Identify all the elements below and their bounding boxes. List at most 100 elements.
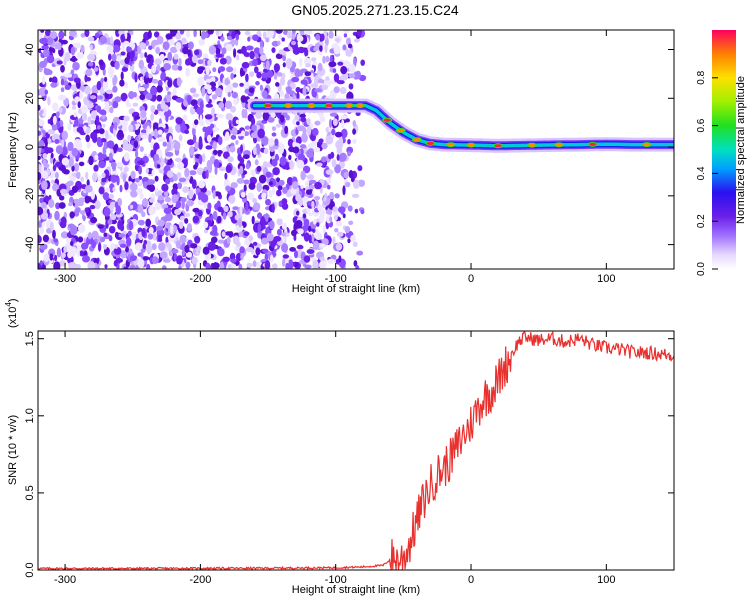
spectrogram-noise-cell — [229, 145, 236, 153]
spectrogram-noise-cell — [314, 181, 322, 190]
spectrogram-noise-cell — [312, 61, 318, 66]
spectrogram-noise-cell — [338, 206, 346, 214]
spectrogram-noise-cell — [103, 195, 110, 201]
spectrogram-noise-cell — [156, 35, 164, 45]
spectrogram-noise-cell — [130, 53, 134, 62]
spectrogram-noise-cell — [73, 198, 80, 205]
spectrogram-noise-cell — [228, 231, 234, 238]
spectrogram-noise-cell — [329, 216, 333, 223]
spectrogram-noise-cell — [120, 34, 126, 43]
spectrogram-noise-cell — [117, 129, 124, 138]
spectrogram-noise-cell — [138, 59, 144, 70]
spectrogram-noise-cell — [60, 39, 68, 45]
spectrogram-noise-cell — [347, 151, 352, 157]
spectrogram-noise-cell — [50, 179, 55, 184]
spectrogram-noise-cell — [289, 160, 294, 170]
spectrogram-noise-cell — [306, 125, 312, 136]
spectrogram-noise-cell — [217, 136, 223, 145]
spectrogram-noise-cell — [271, 158, 278, 167]
y-tick-label: 0.5 — [24, 485, 36, 500]
spectrogram-noise-cell — [341, 128, 348, 139]
spectrogram-noise-cell — [299, 144, 307, 149]
spectrogram-noise-cell — [151, 169, 155, 176]
spectrogram-noise-cell — [79, 210, 86, 215]
spectrogram-noise-cell — [277, 145, 284, 155]
spectrogram-noise-cell — [199, 100, 204, 111]
spectrogram-noise-cell — [217, 150, 223, 155]
spectrogram-noise-cell — [271, 132, 277, 137]
spectrogram-noise-cell — [184, 129, 190, 134]
spectrogram-noise-cell — [41, 107, 47, 117]
spectrogram-noise-cell — [292, 181, 299, 190]
spectrogram-noise-cell — [263, 147, 269, 155]
spectrogram-noise-cell — [347, 43, 353, 49]
spectrogram-noise-cell — [336, 231, 344, 237]
spectrogram-noise-cell — [266, 30, 274, 39]
spectrogram-noise-cell — [355, 70, 362, 80]
spectrogram-noise-cell — [278, 179, 285, 186]
spectrogram-noise-cell — [225, 165, 232, 173]
spectrogram-noise-cell — [272, 186, 275, 195]
spectrogram-noise-cell — [240, 144, 243, 154]
spectrogram-noise-cell — [60, 231, 69, 239]
spectrogram-noise-cell — [80, 33, 86, 38]
spectrogram-noise-cell — [327, 258, 336, 264]
spectrogram-noise-cell — [227, 156, 234, 163]
spectrogram-noise-cell — [198, 39, 205, 46]
spectrogram-noise-cell — [300, 184, 304, 190]
spectrogram-noise-cell — [279, 90, 284, 98]
spectrogram-noise-cell — [170, 46, 178, 53]
spectrogram-noise-cell — [227, 210, 233, 218]
spectrogram-noise-cell — [58, 94, 67, 101]
spectrogram-noise-cell — [215, 87, 223, 97]
spectrogram-noise-cell — [70, 46, 76, 56]
spectrogram-noise-cell — [141, 227, 146, 238]
spectrogram-noise-cell — [179, 215, 186, 221]
spectrogram-noise-cell — [89, 44, 93, 51]
spectrogram-noise-cell — [329, 191, 335, 200]
spectrogram-noise-cell — [228, 194, 236, 204]
spectrogram-noise-cell — [111, 165, 117, 171]
spectrogram-noise-cell — [255, 81, 260, 86]
spectrogram-noise-cell — [227, 264, 232, 269]
spectrogram-noise-cell — [210, 76, 216, 83]
x-tick-label: -100 — [325, 273, 347, 285]
spectrogram-noise-cell — [188, 170, 197, 176]
spectrogram-noise-cell — [354, 208, 359, 214]
spectrogram-noise-cell — [315, 33, 321, 41]
spectrogram-noise-cell — [49, 253, 54, 261]
spectrogram-noise-cell — [78, 223, 86, 234]
spectrogram-noise-cell — [279, 156, 287, 166]
spectrogram-noise-cell — [116, 197, 123, 207]
spectrogram-noise-cell — [314, 232, 323, 241]
spectrogram-noise-cell — [63, 217, 67, 225]
spectrogram-noise-cell — [302, 222, 310, 232]
spectrogram-noise-cell — [233, 97, 238, 106]
spectrogram-noise-cell — [281, 234, 286, 243]
spectrogram-noise-cell — [335, 37, 341, 43]
spectrogram-noise-cell — [74, 42, 81, 49]
x-tick-label: -200 — [189, 574, 211, 586]
spectrogram-noise-cell — [117, 233, 126, 238]
spectrogram-noise-cell — [49, 77, 53, 82]
spectrogram-noise-cell — [308, 225, 312, 232]
spectrogram-noise-cell — [76, 126, 84, 133]
spectrogram-noise-cell — [175, 240, 181, 249]
spectrogram-noise-cell — [42, 76, 46, 85]
spectrogram-noise-cell — [52, 102, 59, 112]
spectrogram-noise-cell — [227, 91, 231, 98]
spectrogram-noise-cell — [147, 179, 156, 185]
spectrogram-noise-cell — [212, 190, 216, 199]
spectrogram-noise-cell — [108, 193, 115, 200]
spectrogram-noise-cell — [105, 130, 109, 141]
spectrogram-noise-cell — [256, 182, 263, 192]
spectrogram-noise-cell — [68, 262, 76, 269]
spectrogram-noise-cell — [124, 57, 130, 65]
spectrogram-noise-cell — [288, 260, 294, 269]
x-tick-label: -300 — [54, 273, 76, 285]
spectrogram-noise-cell — [68, 202, 73, 207]
spectrogram-noise-cell — [265, 37, 270, 43]
spectrogram-noise-cell — [272, 263, 278, 269]
spectrogram-noise-cell — [343, 33, 348, 38]
